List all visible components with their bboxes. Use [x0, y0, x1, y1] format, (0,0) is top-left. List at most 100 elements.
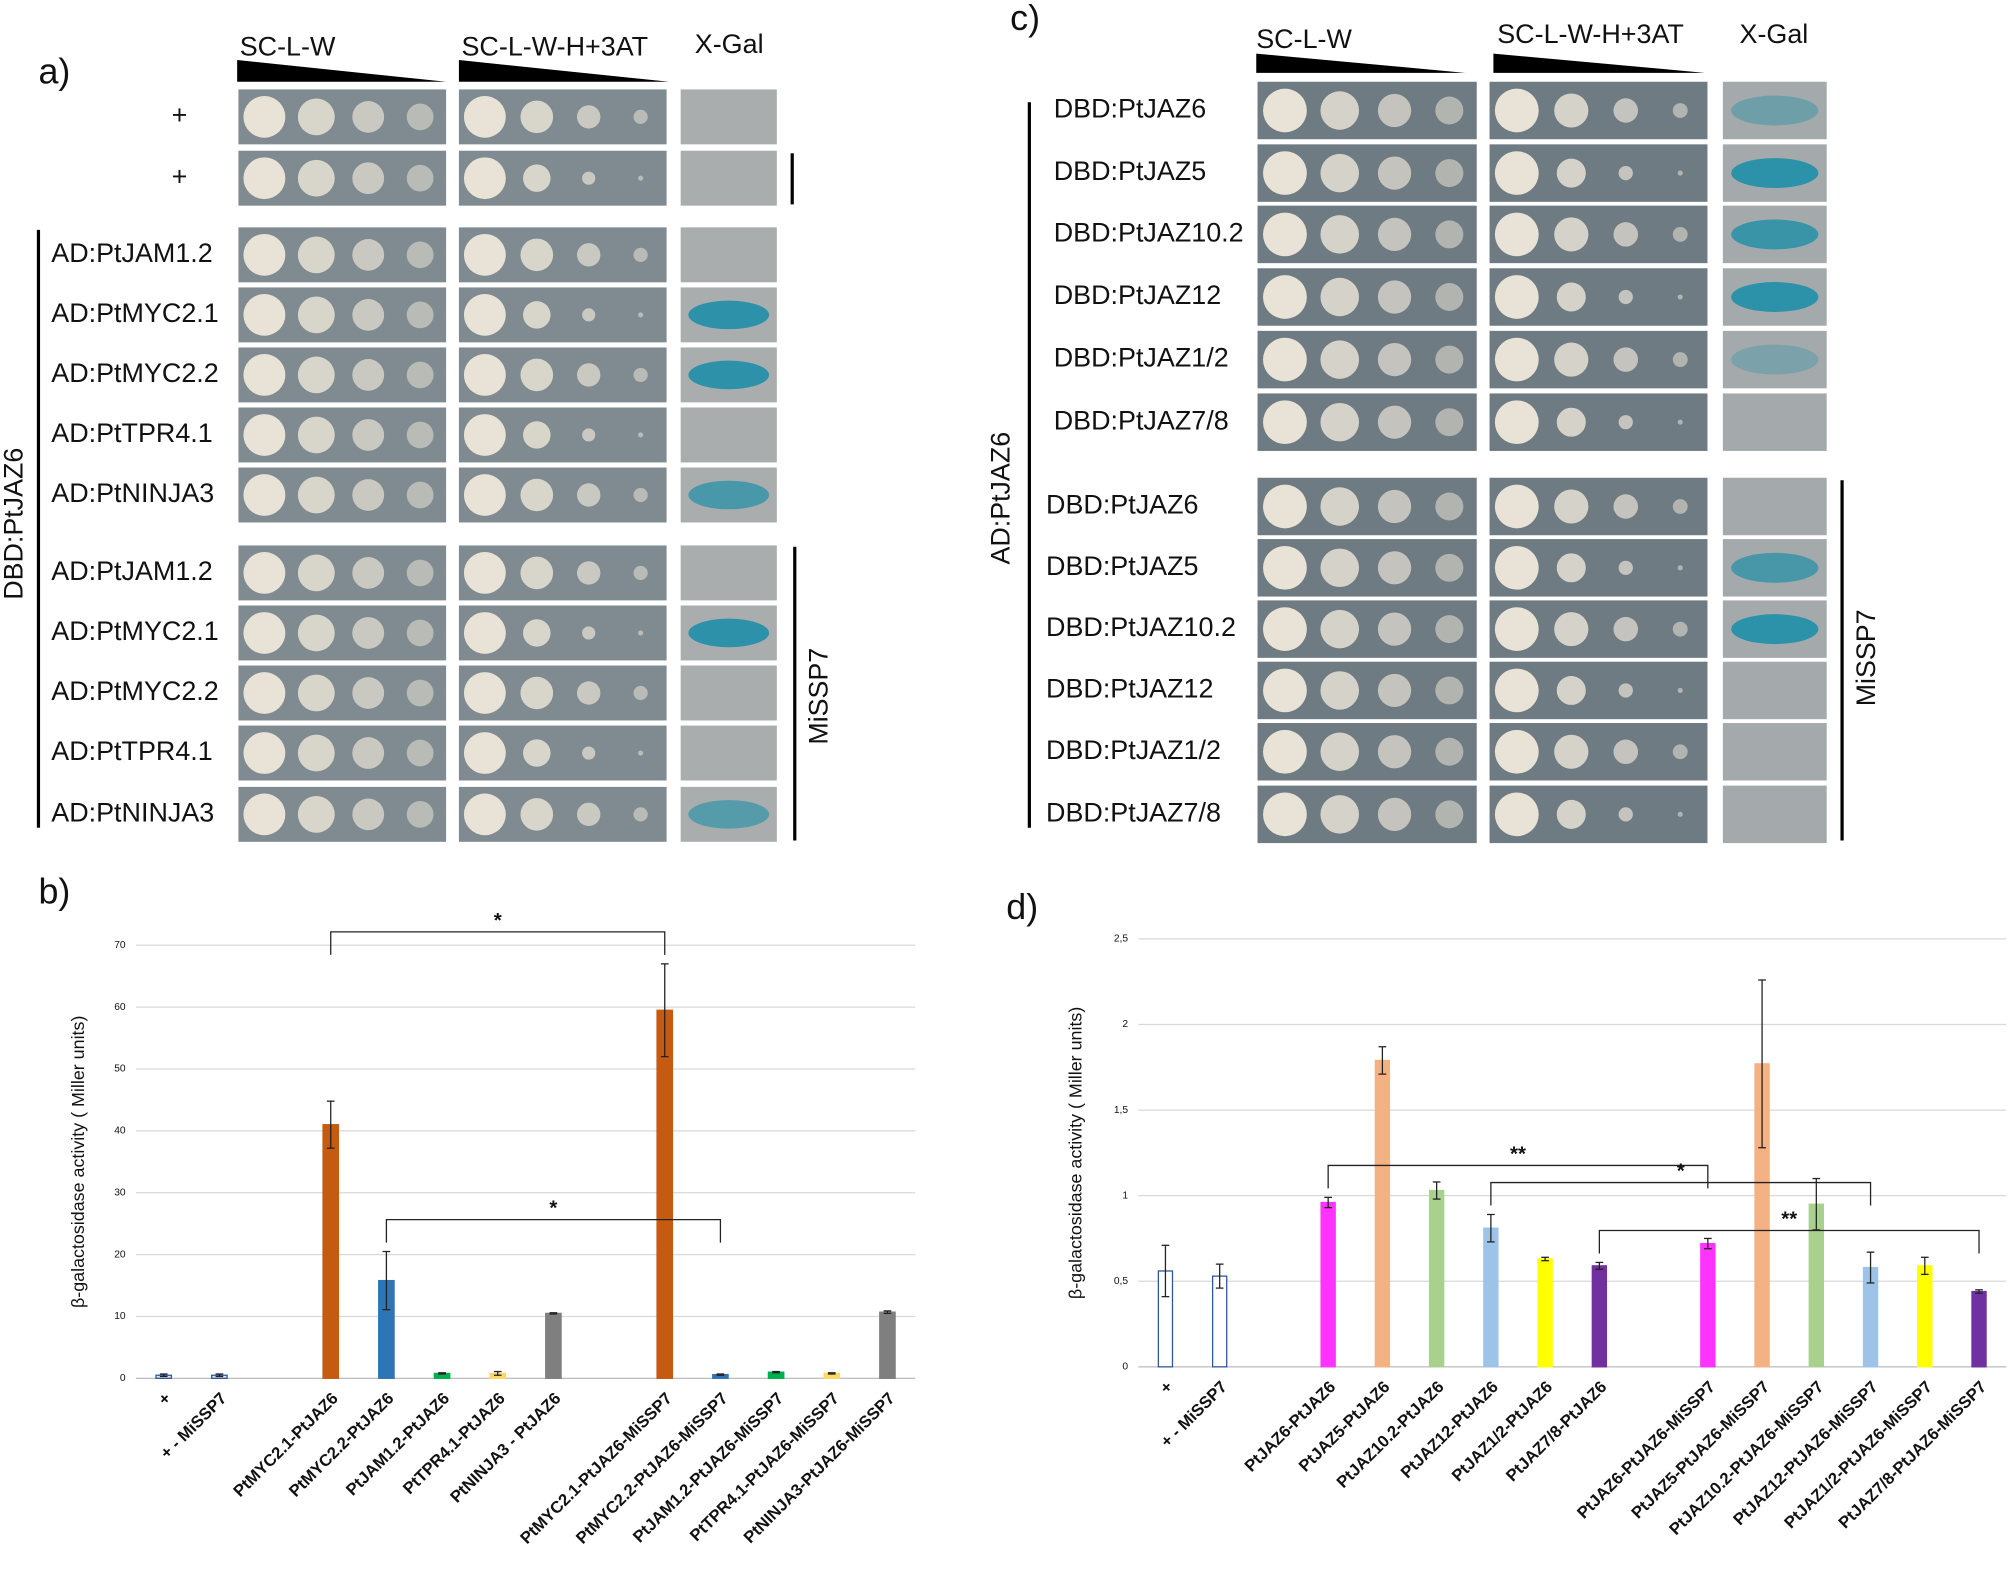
y-tick-label: 50 — [114, 1064, 126, 1075]
yeast-colony — [406, 481, 434, 509]
significance-bracket — [1490, 1181, 1872, 1206]
yeast-colony — [297, 476, 335, 514]
yeast-colony — [1320, 340, 1360, 379]
yeast-colony — [1618, 415, 1633, 430]
yeast-colony — [1320, 609, 1360, 649]
yeast-colony — [1672, 499, 1688, 514]
yeast-colony — [1435, 96, 1464, 125]
yeast-colony — [1494, 337, 1539, 382]
yeast-colony — [520, 798, 554, 831]
yeast-colony — [1263, 275, 1307, 319]
yeast-colony — [1377, 673, 1412, 708]
yeast-colony — [1618, 289, 1633, 305]
yeast-colony — [1556, 158, 1586, 188]
significance-bracket — [385, 1218, 722, 1243]
yeast-colony — [1494, 607, 1539, 651]
xgal-stain — [688, 800, 770, 829]
yeast-colony — [576, 802, 601, 827]
yeast-colony — [1556, 407, 1586, 437]
yeast-colony — [1494, 484, 1539, 529]
bar — [1374, 1059, 1391, 1368]
yeast-colony — [1377, 93, 1412, 128]
yeast-colony — [1435, 615, 1464, 644]
bar — [1917, 1265, 1933, 1368]
yeast-colony — [1263, 792, 1307, 837]
yeast-colony — [463, 233, 506, 276]
yeast-colony — [1377, 405, 1412, 439]
row-label: DBD:PtJAZ10.2 — [1046, 612, 1236, 642]
yeast-colony — [1263, 212, 1307, 257]
yeast-colony — [463, 612, 506, 654]
yeast-colony — [406, 361, 434, 389]
yeast-colony — [1320, 215, 1360, 254]
x-tick-label: + — [154, 1389, 175, 1409]
significance-label: ** — [1510, 1143, 1526, 1166]
yeast-colony — [406, 301, 434, 329]
yeast-colony — [352, 737, 385, 769]
xgal-stain — [688, 300, 770, 330]
yeast-colony — [297, 614, 335, 652]
significance-label: * — [494, 909, 502, 932]
row-label: AD:PtMYC2.1 — [51, 616, 218, 646]
yeast-colony — [633, 807, 648, 822]
yeast-colony — [1320, 277, 1360, 317]
yeast-colony — [406, 800, 434, 828]
yeast-colony — [297, 356, 335, 394]
yeast-colony — [638, 630, 644, 636]
plate-photo — [680, 545, 777, 601]
row-label: DBD:PtJAZ1/2 — [1054, 343, 1229, 373]
yeast-colony — [1677, 419, 1683, 425]
y-tick-label: 0 — [1122, 1362, 1128, 1373]
bar — [656, 1009, 674, 1379]
x-tick-label: PtTPR4.1-PtJAZ6 — [399, 1389, 509, 1498]
yeast-colony — [1263, 151, 1307, 195]
yeast-colony — [1613, 347, 1639, 372]
x-tick-label: PtJAZ7/8-PtJAZ6 — [1502, 1377, 1610, 1485]
yeast-colony — [243, 157, 286, 200]
yeast-colony — [1435, 553, 1464, 582]
significance-bracket — [1327, 1164, 1709, 1189]
yeast-colony — [297, 674, 335, 712]
yeast-colony — [1320, 548, 1360, 588]
yeast-colony — [352, 798, 385, 831]
yeast-colony — [1613, 494, 1639, 519]
yeast-colony — [1494, 668, 1539, 713]
yeast-colony — [1494, 151, 1539, 195]
yeast-colony — [1263, 337, 1307, 382]
xgal-stain — [1731, 219, 1819, 250]
yeast-colony — [1494, 545, 1539, 590]
row-label: AD:PtMYC2.2 — [51, 358, 218, 388]
yeast-colony — [520, 100, 554, 134]
plate-photo — [680, 89, 777, 145]
yeast-colony — [1435, 800, 1464, 829]
row-label: DBD:PtJAZ6 — [1054, 94, 1207, 124]
yeast-colony — [1613, 739, 1639, 764]
plate-photo — [1722, 393, 1827, 451]
xgal-stain — [1731, 158, 1819, 189]
y-tick-label: 2,5 — [1114, 934, 1129, 945]
yeast-colony — [576, 681, 601, 705]
y-tick-label: 30 — [114, 1187, 126, 1198]
dilution-wedge — [1493, 53, 1705, 73]
plate-photo — [1722, 477, 1827, 536]
bar — [1971, 1290, 1987, 1368]
yeast-colony — [1377, 217, 1412, 252]
yeast-colony — [1672, 352, 1688, 368]
plate-photo — [1722, 661, 1827, 720]
yeast-colony — [406, 559, 434, 587]
yeast-colony — [352, 419, 385, 451]
row-label: DBD:PtJAZ5 — [1046, 551, 1199, 581]
yeast-colony — [1494, 729, 1539, 774]
side-label: DBD:PtJAZ6 — [0, 448, 28, 600]
group-label: MiSSP7 — [1851, 609, 1881, 706]
yeast-colony — [243, 96, 286, 138]
bar — [1591, 1265, 1608, 1368]
yeast-colony — [1435, 220, 1464, 249]
plate-photo — [1722, 81, 1827, 140]
yeast-colony — [1618, 560, 1633, 575]
group-label: MiSSP7 — [803, 648, 833, 745]
yeast-colony — [352, 162, 385, 195]
yeast-colony — [1320, 795, 1360, 834]
yeast-colony — [463, 732, 506, 774]
yeast-colony — [523, 739, 551, 767]
